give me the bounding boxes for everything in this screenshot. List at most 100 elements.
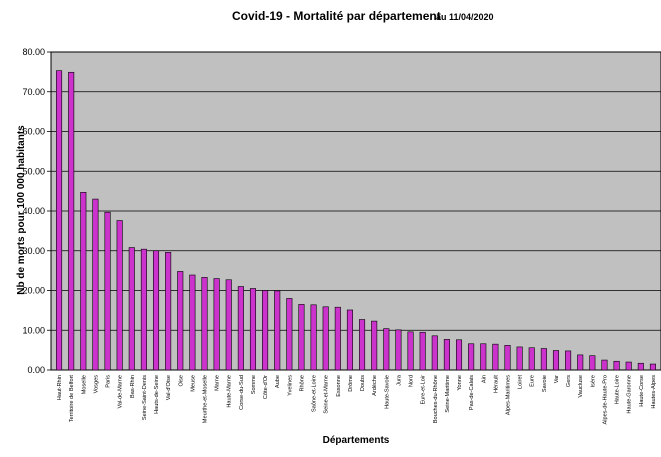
x-tick-label: Paris bbox=[106, 375, 112, 388]
chart-title: Covid-19 - Mortalité par département bbox=[232, 9, 441, 23]
bar bbox=[262, 290, 269, 371]
x-tick-label: Saône-et-Loire bbox=[312, 375, 318, 412]
bar bbox=[80, 192, 87, 371]
x-tick-label: Meuse bbox=[190, 375, 196, 392]
bar bbox=[116, 220, 123, 371]
bar bbox=[540, 348, 547, 371]
x-tick-label: Meurthe-et-Moselle bbox=[203, 375, 209, 423]
bar bbox=[577, 354, 584, 371]
x-tick-label: Seine-Saint-Denis bbox=[142, 375, 148, 420]
x-tick-label: Côte-d'Or bbox=[263, 375, 269, 399]
x-tick-label: Bouches-du-Rhône bbox=[433, 375, 439, 423]
x-tick-label: Hauts-de-Seine bbox=[154, 375, 160, 414]
x-tick-label: Pas-de-Calais bbox=[469, 375, 475, 410]
x-tick-label: Gers bbox=[566, 375, 572, 387]
x-tick-label: Savoie bbox=[542, 375, 548, 392]
x-tick-label: Ain bbox=[481, 375, 487, 383]
x-tick-label: Haute-Garonne bbox=[627, 375, 633, 414]
x-tick-label: Corse-du-Sud bbox=[239, 375, 245, 410]
bar bbox=[565, 350, 572, 371]
x-tick-label: Oise bbox=[178, 375, 184, 387]
bar bbox=[346, 309, 353, 371]
bar bbox=[104, 211, 111, 371]
chart-title-group: Covid-19 - Mortalité par département au … bbox=[232, 9, 494, 23]
x-tick-label: Hérault bbox=[493, 375, 499, 393]
bar bbox=[128, 247, 135, 371]
x-tick-label: Marne bbox=[215, 375, 221, 391]
x-tick-label: Val-d'Oise bbox=[166, 375, 172, 400]
y-tick-label: 0.00 bbox=[27, 365, 45, 375]
bar bbox=[189, 274, 196, 371]
bar bbox=[443, 339, 450, 371]
x-tick-label: Haute-Savoie bbox=[384, 375, 390, 409]
bar bbox=[165, 252, 172, 371]
x-tick-label: Jura bbox=[396, 374, 402, 386]
y-tick-label: 40.00 bbox=[22, 206, 45, 216]
x-tick-label: Yonne bbox=[457, 375, 463, 391]
bar bbox=[68, 71, 75, 371]
x-tick-label: Vosges bbox=[93, 375, 99, 394]
x-tick-label: Loiret bbox=[518, 375, 524, 389]
x-tick-label: Bas-Rhin bbox=[130, 375, 136, 398]
x-tick-label: Eure-et-Loir bbox=[421, 375, 427, 405]
bar bbox=[322, 306, 329, 371]
bar bbox=[249, 288, 257, 371]
bar bbox=[649, 363, 656, 371]
bar bbox=[468, 343, 475, 371]
y-tick-label: 10.00 bbox=[22, 325, 45, 335]
bar bbox=[274, 290, 281, 371]
x-axis-ticks: Haut-Rhin Territoire de Belfort Moselle Vos… bbox=[57, 374, 657, 424]
x-tick-label: Eure bbox=[530, 375, 536, 387]
bar bbox=[419, 331, 426, 371]
x-tick-label: Val-de-Marne bbox=[118, 375, 124, 408]
x-tick-label: Seine-Maritime bbox=[445, 375, 451, 413]
y-axis-label: Nb de morts pour 100 000 habitants bbox=[16, 125, 27, 295]
bars bbox=[56, 70, 656, 371]
bar bbox=[383, 328, 390, 371]
bar bbox=[637, 362, 644, 371]
x-tick-label: Seine-et-Marne bbox=[324, 375, 330, 414]
bar bbox=[298, 304, 305, 371]
x-tick-label: Moselle bbox=[81, 375, 87, 394]
y-tick-label: 80.00 bbox=[22, 47, 45, 57]
x-tick-label: Yvelines bbox=[287, 375, 293, 396]
bar bbox=[152, 250, 160, 371]
x-tick-label: Haute-Loire bbox=[615, 375, 621, 404]
bar bbox=[395, 329, 402, 371]
y-tick-label: 70.00 bbox=[22, 87, 45, 97]
bar bbox=[516, 346, 523, 371]
x-tick-label: Hautes-Alpes bbox=[651, 375, 657, 409]
x-tick-label: Alpes-de-Haute-Pro bbox=[602, 375, 608, 424]
bar bbox=[455, 339, 463, 371]
y-tick-label: 60.00 bbox=[22, 127, 45, 137]
bar bbox=[177, 271, 184, 371]
bar bbox=[492, 343, 499, 371]
bar bbox=[286, 298, 293, 371]
bar bbox=[528, 347, 535, 371]
bar bbox=[140, 248, 147, 371]
bar bbox=[589, 355, 596, 371]
y-axis-ticks: 0.00 10.00 20.00 30.00 40.00 50.00 60.00 70.00 8… bbox=[22, 47, 51, 375]
x-tick-label: Nord bbox=[409, 375, 415, 387]
x-tick-label: Somme bbox=[251, 375, 257, 394]
bar bbox=[201, 277, 208, 371]
x-tick-label: Isère bbox=[590, 375, 596, 387]
x-tick-label: Haut-Rhin bbox=[57, 375, 63, 400]
bar bbox=[613, 360, 620, 371]
x-tick-label: Var bbox=[554, 375, 560, 383]
bar bbox=[213, 278, 220, 371]
x-tick-label: Essonne bbox=[336, 375, 342, 397]
bar bbox=[407, 331, 414, 371]
x-tick-label: Rhône bbox=[299, 375, 305, 391]
chart-subtitle: au 11/04/2020 bbox=[436, 12, 494, 22]
bar bbox=[225, 279, 232, 371]
bar bbox=[237, 286, 244, 371]
x-tick-label: Doubs bbox=[360, 375, 366, 391]
bar bbox=[431, 335, 438, 371]
y-tick-label: 50.00 bbox=[22, 166, 45, 176]
x-tick-label: Aube bbox=[275, 375, 281, 388]
x-tick-label: Drôme bbox=[348, 375, 354, 392]
x-tick-label: Alpes-Maritimes bbox=[506, 375, 512, 415]
y-tick-label: 20.00 bbox=[22, 286, 45, 296]
